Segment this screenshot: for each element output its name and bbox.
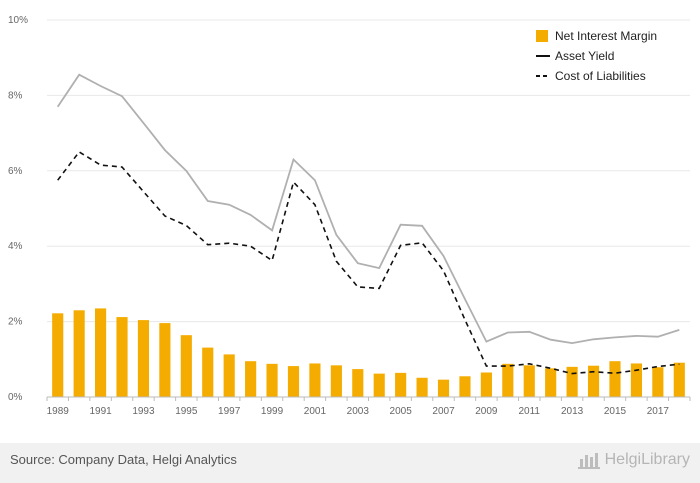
line-series [56,73,680,375]
x-tick-label: 1993 [132,406,155,417]
bar-net-interest-margin [416,377,428,397]
bar-net-interest-margin [545,368,557,397]
y-tick-label: 4% [8,241,23,252]
bar-net-interest-margin [309,363,321,397]
bar-net-interest-margin [673,362,685,397]
bar-net-interest-margin [73,310,85,397]
y-tick-label: 6% [8,166,23,177]
brand-name: HelgiLibrary [604,451,690,468]
bar-net-interest-margin [609,361,621,397]
legend-label-asset-yield: Asset Yield [555,49,614,63]
bar-net-interest-margin [137,320,150,397]
helgi-library-logo-icon [577,453,600,469]
bar-net-interest-margin [330,365,342,397]
x-tick-label: 1997 [218,406,241,417]
footer: Source: Company Data, Helgi Analytics He… [0,443,700,483]
legend-label-cost-of-liabilities: Cost of Liabilities [555,69,646,83]
y-axis-ticks: 0% 2% 4% 6% 8% 10% [8,15,28,403]
bar-net-interest-margin [180,335,192,397]
x-tick-label: 2017 [647,406,670,417]
bar-net-interest-margin [266,363,278,397]
y-tick-label: 2% [8,317,23,328]
x-tick-label: 2009 [475,406,498,417]
bar-net-interest-margin [652,367,664,397]
y-tick-label: 10% [8,15,28,26]
x-tick-label: 1995 [175,406,198,417]
x-tick-label: 1991 [89,406,112,417]
chart: 0% 2% 4% 6% 8% 10% 1989 1991 1993 1995 1997 1999 20… [8,15,691,417]
bar-net-interest-margin [223,354,235,397]
bar-net-interest-margin [459,376,471,397]
bar-net-interest-margin [245,361,257,397]
bar-net-interest-margin [287,366,300,397]
x-tick-label: 1999 [261,406,284,417]
brand-logo[interactable]: HelgiLibrary [577,451,690,469]
line-asset-yield [56,73,680,345]
y-tick-label: 0% [8,392,23,403]
bar-net-interest-margin [352,369,364,397]
x-tick-label: 2001 [304,406,327,417]
x-tick-label: 2011 [518,406,540,417]
bar-net-interest-margin [95,308,107,397]
bar-net-interest-margin [395,372,407,397]
gridlines [47,19,690,323]
legend-label-net-interest-margin: Net Interest Margin [555,29,657,43]
bar-net-interest-margin [523,365,535,397]
y-tick-label: 8% [8,90,23,101]
legend: Net Interest Margin Asset Yield Cost of Li… [536,29,657,83]
line-cost-of-liabilities [57,150,680,375]
bar-net-interest-margin [437,379,450,397]
bar-net-interest-margin [159,323,171,397]
x-tick-label: 1989 [47,406,70,417]
x-tick-label: 2003 [347,406,370,417]
source-note: Source: Company Data, Helgi Analytics [10,452,237,467]
bar-net-interest-margin [52,313,64,397]
bar-net-interest-margin [373,373,385,397]
bar-net-interest-margin [116,317,128,397]
x-axis-ticks: 1989 1991 1993 1995 1997 1999 2001 2003 2005 2007… [46,397,691,417]
bar-net-interest-margin [566,366,578,397]
bar-net-interest-margin [202,347,214,397]
legend-swatch-net-interest-margin [536,30,548,42]
x-tick-label: 2005 [390,406,413,417]
x-tick-label: 2013 [561,406,584,417]
x-tick-label: 2015 [604,406,627,417]
bar-net-interest-margin [480,372,492,397]
x-tick-label: 2007 [432,406,455,417]
bar-net-interest-margin [630,363,642,397]
bar-net-interest-margin [502,363,514,397]
bar-series [52,308,685,397]
bar-net-interest-margin [587,365,600,397]
